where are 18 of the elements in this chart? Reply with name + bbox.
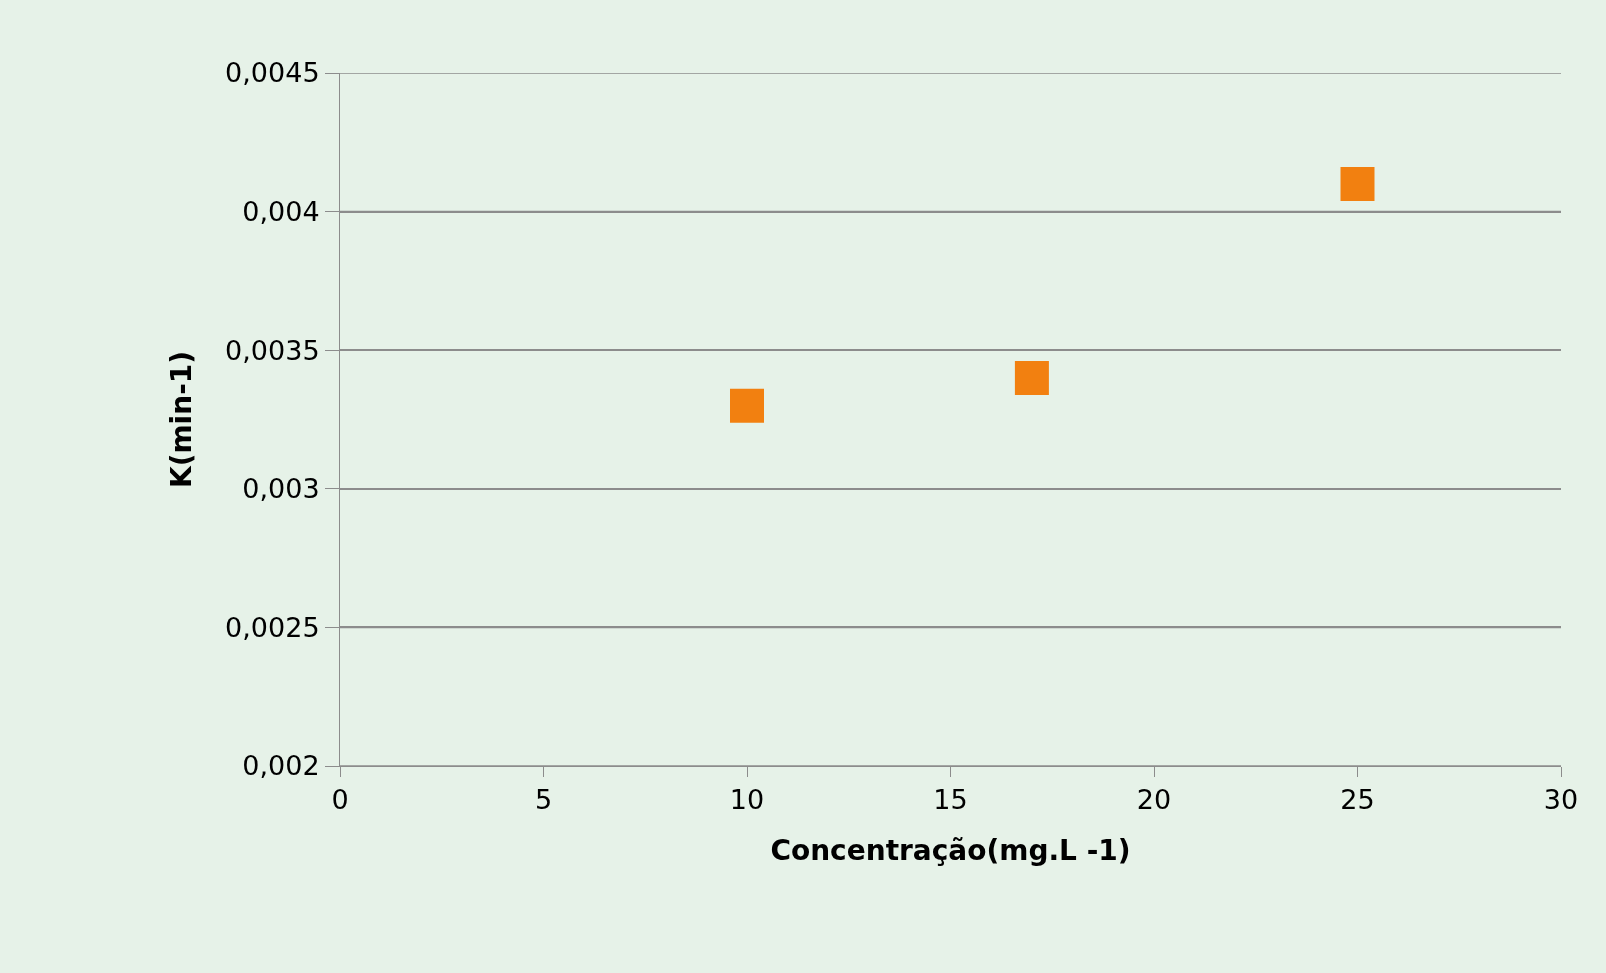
x-tick-label: 25	[1340, 784, 1375, 816]
y-tick-label: 0,0025	[225, 611, 320, 643]
x-tick-label: 5	[534, 784, 553, 816]
y-tick-label: 0,0045	[225, 57, 320, 89]
point	[1340, 166, 1375, 201]
point	[730, 388, 764, 423]
x-axis-title: Concentração(mg.L -1)	[770, 833, 1131, 867]
x-tick-label: 20	[1136, 784, 1172, 816]
y-axis-title: K(min-1)	[164, 350, 198, 489]
y-tick-label: 0,003	[242, 473, 320, 505]
y-tick-label: 0,0035	[225, 334, 320, 366]
x-tick-label: 30	[1543, 784, 1579, 816]
y-tick-label: 0,004	[242, 196, 320, 228]
x-tick-label: 0	[331, 784, 349, 816]
point	[1014, 360, 1049, 395]
x-tick-label: 15	[933, 784, 968, 816]
y-tick-label: 0,002	[242, 750, 320, 782]
x-tick-label: 10	[729, 784, 765, 816]
